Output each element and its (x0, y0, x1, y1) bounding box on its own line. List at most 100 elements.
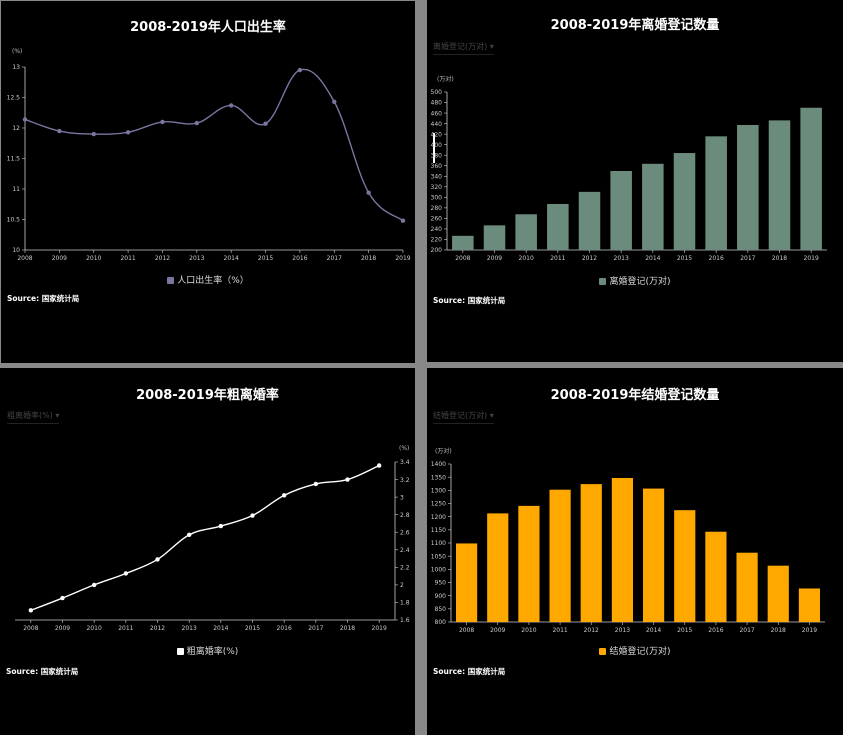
birth-rate-panel: 2008-2019年人口出生率 (%) 10 10.5 11 11.5 12 12.5 13… (1, 1, 415, 363)
crude-divorce-rate-chart: 1.6 1.8 2 2.2 2.4 2.6 2.8 3 3.2 3.4 2008 2009 2010 20… (15, 459, 410, 632)
y-tick-label: 3.2 (400, 477, 410, 484)
y-tick-label: 280 (431, 205, 443, 212)
series-dropdown[interactable]: 结婚登记(万对) ▾ (433, 410, 494, 424)
source-note: Source: 国家统计局 (433, 296, 506, 305)
data-point (186, 532, 192, 538)
y-tick-label: 10 (12, 247, 20, 254)
y-unit-label: (%) (399, 445, 410, 452)
bar (515, 214, 537, 250)
y-tick-label: 320 (431, 184, 443, 191)
y-tick-label: 480 (431, 100, 443, 107)
x-tick-label: 2018 (361, 255, 376, 262)
y-unit-label: (%) (12, 48, 23, 55)
data-point (123, 571, 129, 576)
y-tick-label: 2.6 (400, 529, 410, 536)
data-point (91, 582, 97, 588)
y-tick-label: 12.5 (7, 95, 21, 102)
x-tick-label: 2019 (372, 625, 387, 632)
x-tick-label: 2017 (739, 627, 754, 634)
chart-legend[interactable]: 粗离婚率(%) (0, 644, 415, 657)
chart-title: 2008-2019年结婚登记数量 (550, 388, 720, 403)
y-tick-label: 2.8 (400, 512, 410, 519)
x-tick-label: 2012 (155, 255, 170, 262)
scroll-indicator[interactable] (433, 133, 435, 163)
chart-legend[interactable]: 结婚登记(万对) (427, 644, 843, 657)
data-point (125, 130, 131, 135)
y-tick-label: 420 (431, 131, 443, 138)
data-point (281, 493, 287, 498)
legend-label: 粗离婚率(%) (186, 647, 239, 657)
chart-legend[interactable]: 人口出生率（%） (1, 273, 415, 286)
dropdown-value: 离婚登记(万对) (433, 42, 488, 51)
series-dropdown[interactable]: 离婚登记(万对) ▾ (433, 41, 494, 55)
x-tick-label: 2018 (771, 627, 786, 634)
y-tick-label: 1300 (431, 488, 446, 495)
x-tick-label: 2009 (487, 255, 502, 262)
x-tick-label: 2010 (521, 627, 536, 634)
y-tick-label: 2.2 (400, 565, 410, 572)
x-tick-label: 2015 (677, 627, 692, 634)
x-tick-label: 2019 (802, 627, 817, 634)
marriage-registrations-chart: 800 850 900 950 1000 1050 1100 1150 1200 1250 1300… (431, 461, 825, 634)
x-tick-label: 2013 (615, 627, 630, 634)
data-point (160, 119, 165, 125)
x-tick-label: 2015 (677, 255, 692, 262)
data-point (400, 218, 406, 223)
data-point (22, 117, 28, 122)
x-tick-label: 2012 (150, 625, 165, 632)
series-dropdown[interactable]: 粗离婚率(%) ▾ (7, 410, 60, 424)
chart-legend[interactable]: 离婚登记(万对) (427, 274, 843, 287)
x-tick-label: 2013 (614, 255, 629, 262)
y-tick-label: 1250 (431, 501, 446, 508)
y-tick-label: 2.4 (400, 547, 410, 554)
source-note: Source: 国家统计局 (433, 667, 506, 676)
x-tick-label: 2011 (552, 627, 567, 634)
x-tick-label: 2010 (86, 255, 101, 262)
y-tick-label: 440 (431, 121, 443, 128)
x-tick-label: 2008 (459, 627, 474, 634)
series-line (24, 68, 404, 222)
bar (642, 488, 665, 622)
y-tick-label: 400 (431, 142, 443, 149)
bar (549, 489, 571, 622)
y-tick-label: 1400 (431, 461, 446, 468)
y-tick-label: 11 (12, 186, 20, 193)
y-tick-label: 2 (400, 582, 404, 589)
bar (610, 171, 632, 250)
y-tick-label: 10.5 (7, 217, 21, 224)
x-tick-label: 2012 (584, 627, 599, 634)
data-point (263, 121, 268, 126)
x-tick-label: 2016 (709, 255, 724, 262)
x-tick-label: 2010 (519, 255, 534, 262)
y-tick-label: 220 (431, 237, 443, 244)
y-tick-label: 1100 (431, 540, 446, 547)
data-point (155, 557, 160, 562)
bar (642, 163, 664, 250)
data-point (60, 595, 65, 601)
chart-title: 2008-2019年离婚登记数量 (550, 18, 720, 33)
bar (768, 120, 791, 251)
y-tick-label: 1000 (431, 567, 446, 574)
bar (737, 124, 759, 250)
x-tick-label: 2015 (245, 625, 260, 632)
legend-swatch (176, 648, 184, 655)
legend-swatch (599, 648, 607, 655)
data-point (297, 67, 303, 73)
y-tick-label: 500 (431, 89, 443, 96)
bar (798, 588, 821, 622)
data-point (194, 120, 200, 126)
x-tick-label: 2008 (23, 625, 38, 632)
legend-label: 结婚登记(万对) (609, 647, 671, 657)
x-tick-label: 2009 (52, 255, 67, 262)
y-tick-label: 460 (431, 110, 443, 117)
y-tick-label: 12 (12, 125, 20, 132)
x-tick-label: 2009 (490, 627, 505, 634)
bar (455, 543, 478, 622)
chevron-down-icon: ▾ (489, 42, 494, 51)
bar (800, 107, 822, 250)
data-point (313, 481, 319, 487)
y-tick-label: 3 (400, 494, 404, 501)
x-tick-label: 2015 (258, 255, 273, 262)
bar (674, 510, 696, 622)
y-tick-label: 1.6 (400, 617, 410, 624)
